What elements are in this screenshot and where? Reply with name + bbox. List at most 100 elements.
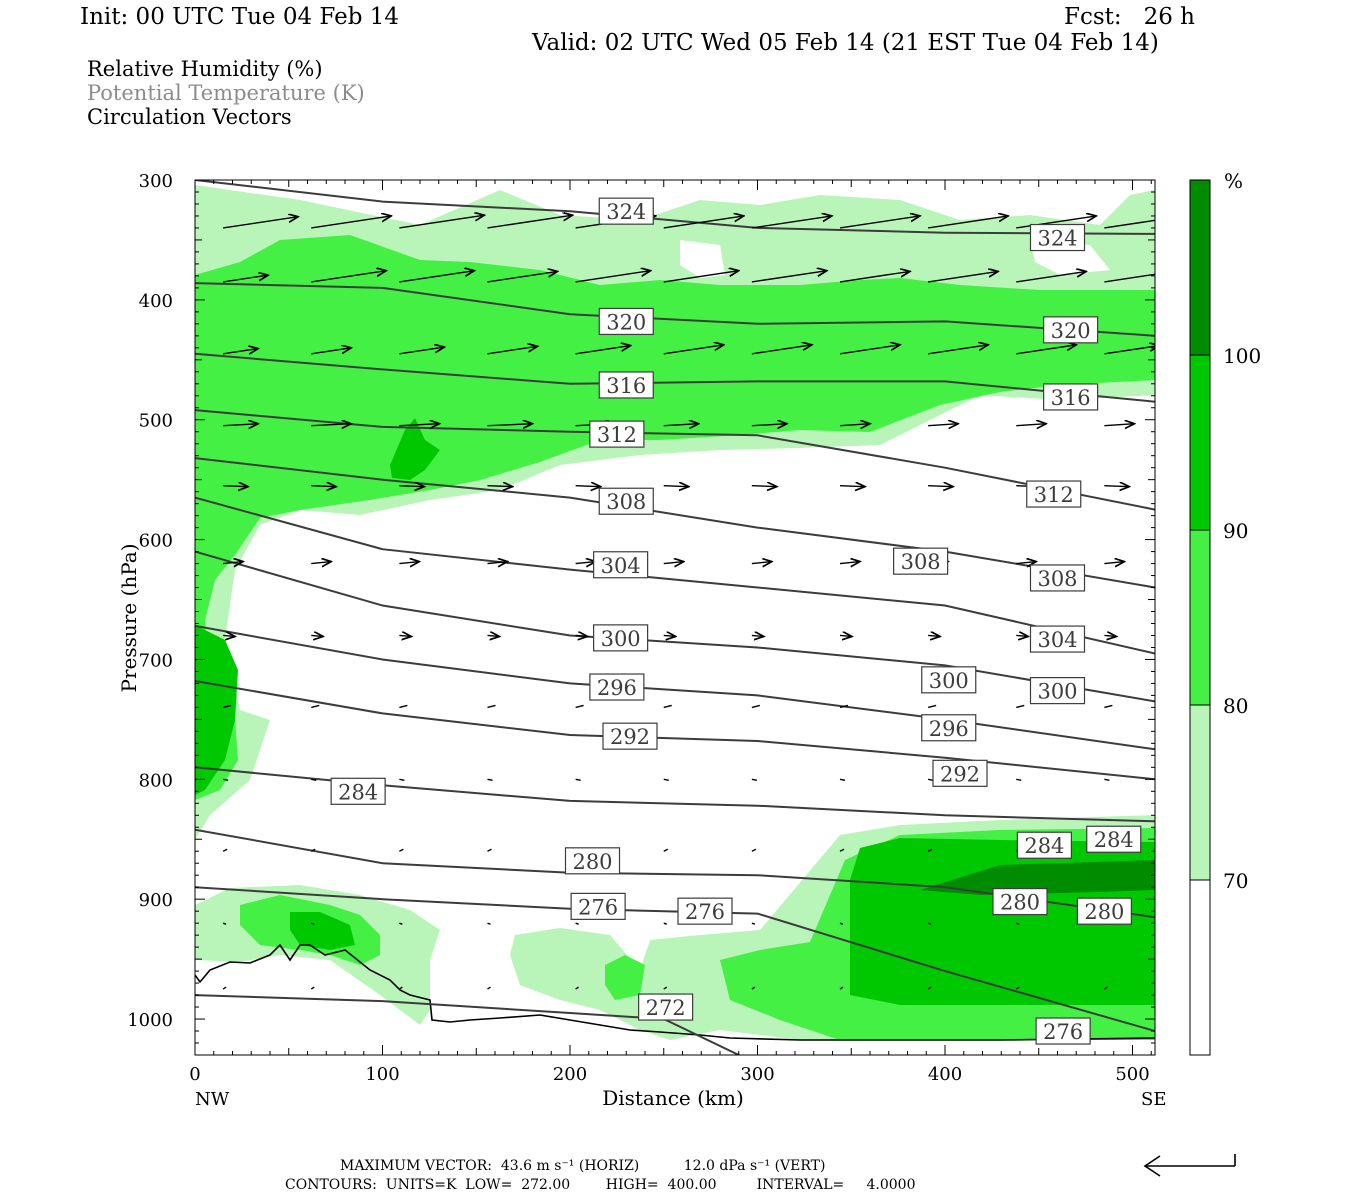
theta-contour-292	[195, 680, 1155, 781]
theta-contour-324	[195, 180, 1155, 235]
vector-arrow	[487, 562, 508, 564]
vector-arrow	[487, 778, 493, 782]
vector-arrow	[311, 271, 386, 283]
vector-arrow	[575, 271, 651, 283]
colorbar-swatch	[1189, 879, 1211, 1056]
vector-arrow	[1104, 704, 1113, 709]
vector-arrow	[1015, 986, 1020, 990]
vector-arrow	[311, 562, 331, 564]
axis-ticks	[194, 179, 1155, 1056]
theta-contour-304	[195, 496, 1155, 655]
svg-text:312: 312	[1034, 483, 1074, 507]
y-tick-label: 800	[139, 770, 173, 791]
footer-contours: CONTOURS: UNITS=K LOW= 272.00 HIGH= 400.…	[285, 1177, 916, 1193]
vector-arrow	[663, 704, 672, 709]
colorbar-swatch	[1189, 179, 1211, 356]
theta-label-276: 276	[677, 897, 733, 925]
plot-frame	[194, 179, 1156, 1056]
y-axis-title: Pressure (hPa)	[117, 544, 141, 693]
theta-label-280: 280	[992, 887, 1048, 916]
x-end-label-right: SE	[1141, 1089, 1166, 1110]
potential-temperature-labels: 324 324 320 320 316 316 312 312 308 308 308 304 304 3…	[330, 197, 1142, 1045]
vector-arrow	[311, 635, 323, 636]
theta-label-308: 308	[598, 487, 654, 515]
vector-arrow	[575, 562, 596, 564]
vector-arrow	[487, 986, 491, 990]
theta-label-276: 276	[1035, 1017, 1091, 1045]
potential-temperature-contours	[195, 180, 1155, 1055]
theta-contour-320	[195, 282, 1155, 337]
vector-arrow	[487, 848, 492, 852]
svg-text:284: 284	[1024, 834, 1064, 858]
vector-arrow	[663, 271, 739, 283]
vector-arrow	[223, 424, 258, 426]
theta-contour-280	[195, 828, 1155, 919]
theta-label-280: 280	[564, 847, 621, 875]
vector-arrow	[399, 848, 404, 852]
vector-arrow	[310, 848, 316, 852]
vector-arrow	[751, 216, 832, 229]
vector-arrow	[751, 562, 772, 564]
theta-label-296: 296	[589, 673, 645, 701]
theta-label-320: 320	[1043, 316, 1099, 344]
vector-arrow	[487, 215, 573, 229]
circulation-vectors	[222, 215, 1155, 990]
y-tick-labels: 300 400 500 600 700 800 900 1000	[127, 171, 173, 1031]
colorbar-swatch	[1189, 704, 1211, 881]
rh-70-clear-1	[680, 240, 725, 278]
theta-contour-308	[195, 457, 1155, 589]
colorbar-level-label: 80	[1223, 694, 1248, 718]
vector-arrow	[223, 635, 235, 636]
vector-arrow	[310, 986, 315, 990]
vector-arrow	[311, 486, 336, 487]
theta-label-324: 324	[1029, 223, 1086, 252]
vector-arrow	[751, 345, 812, 355]
vector-arrow	[1104, 486, 1129, 487]
y-tick-label: 300	[139, 171, 173, 192]
vector-arrow	[223, 562, 243, 564]
colorbar-swatch	[1189, 354, 1211, 531]
svg-text:276: 276	[685, 900, 725, 924]
vector-arrow	[575, 922, 579, 925]
svg-text:280: 280	[572, 850, 612, 874]
vector-arrow	[927, 848, 933, 852]
svg-text:296: 296	[929, 717, 969, 741]
vector-arrow	[1016, 704, 1025, 709]
vector-arrow	[1104, 778, 1110, 782]
vector-arrow	[1016, 424, 1046, 426]
svg-text:308: 308	[606, 490, 646, 514]
svg-text:300: 300	[929, 669, 969, 693]
vector-arrow	[751, 922, 756, 925]
vector-arrow	[663, 922, 667, 925]
theta-label-300: 300	[921, 666, 977, 694]
vector-arrow	[1016, 922, 1020, 925]
svg-text:304: 304	[1037, 628, 1077, 652]
vector-arrow	[311, 424, 351, 426]
footer-max-vector: MAXIMUM VECTOR: 43.6 m s⁻¹ (HORIZ) 12.0 …	[340, 1158, 826, 1174]
rh-90-pocket-1	[390, 418, 440, 480]
svg-text:324: 324	[606, 200, 646, 224]
vector-arrow	[575, 635, 588, 636]
vector-arrow	[928, 486, 953, 487]
theta-label-300: 300	[593, 624, 649, 652]
vector-arrow	[222, 986, 227, 990]
theta-contour-276	[195, 886, 1155, 1032]
svg-text:292: 292	[940, 762, 980, 786]
forecast-hour: Fcst: 26 h	[1064, 4, 1195, 30]
colorbar-level-label: 100	[1223, 344, 1261, 368]
x-tick-label: 200	[553, 1064, 587, 1085]
vector-arrow	[839, 848, 845, 852]
vector-arrow	[663, 345, 724, 355]
vector-arrow	[751, 424, 787, 426]
rh-90-pocket-2	[195, 625, 238, 795]
y-tick-label: 1000	[127, 1010, 173, 1031]
svg-text:320: 320	[606, 310, 646, 334]
vector-arrow	[1016, 778, 1022, 782]
svg-text:276: 276	[1043, 1020, 1083, 1044]
theta-label-280: 280	[1076, 897, 1132, 925]
vector-arrow	[399, 562, 419, 564]
rh-colorbar: 100 90 80 70	[1189, 179, 1261, 1056]
vector-arrow	[927, 704, 937, 709]
theta-label-324: 324	[598, 197, 654, 225]
vector-arrow	[399, 778, 405, 782]
